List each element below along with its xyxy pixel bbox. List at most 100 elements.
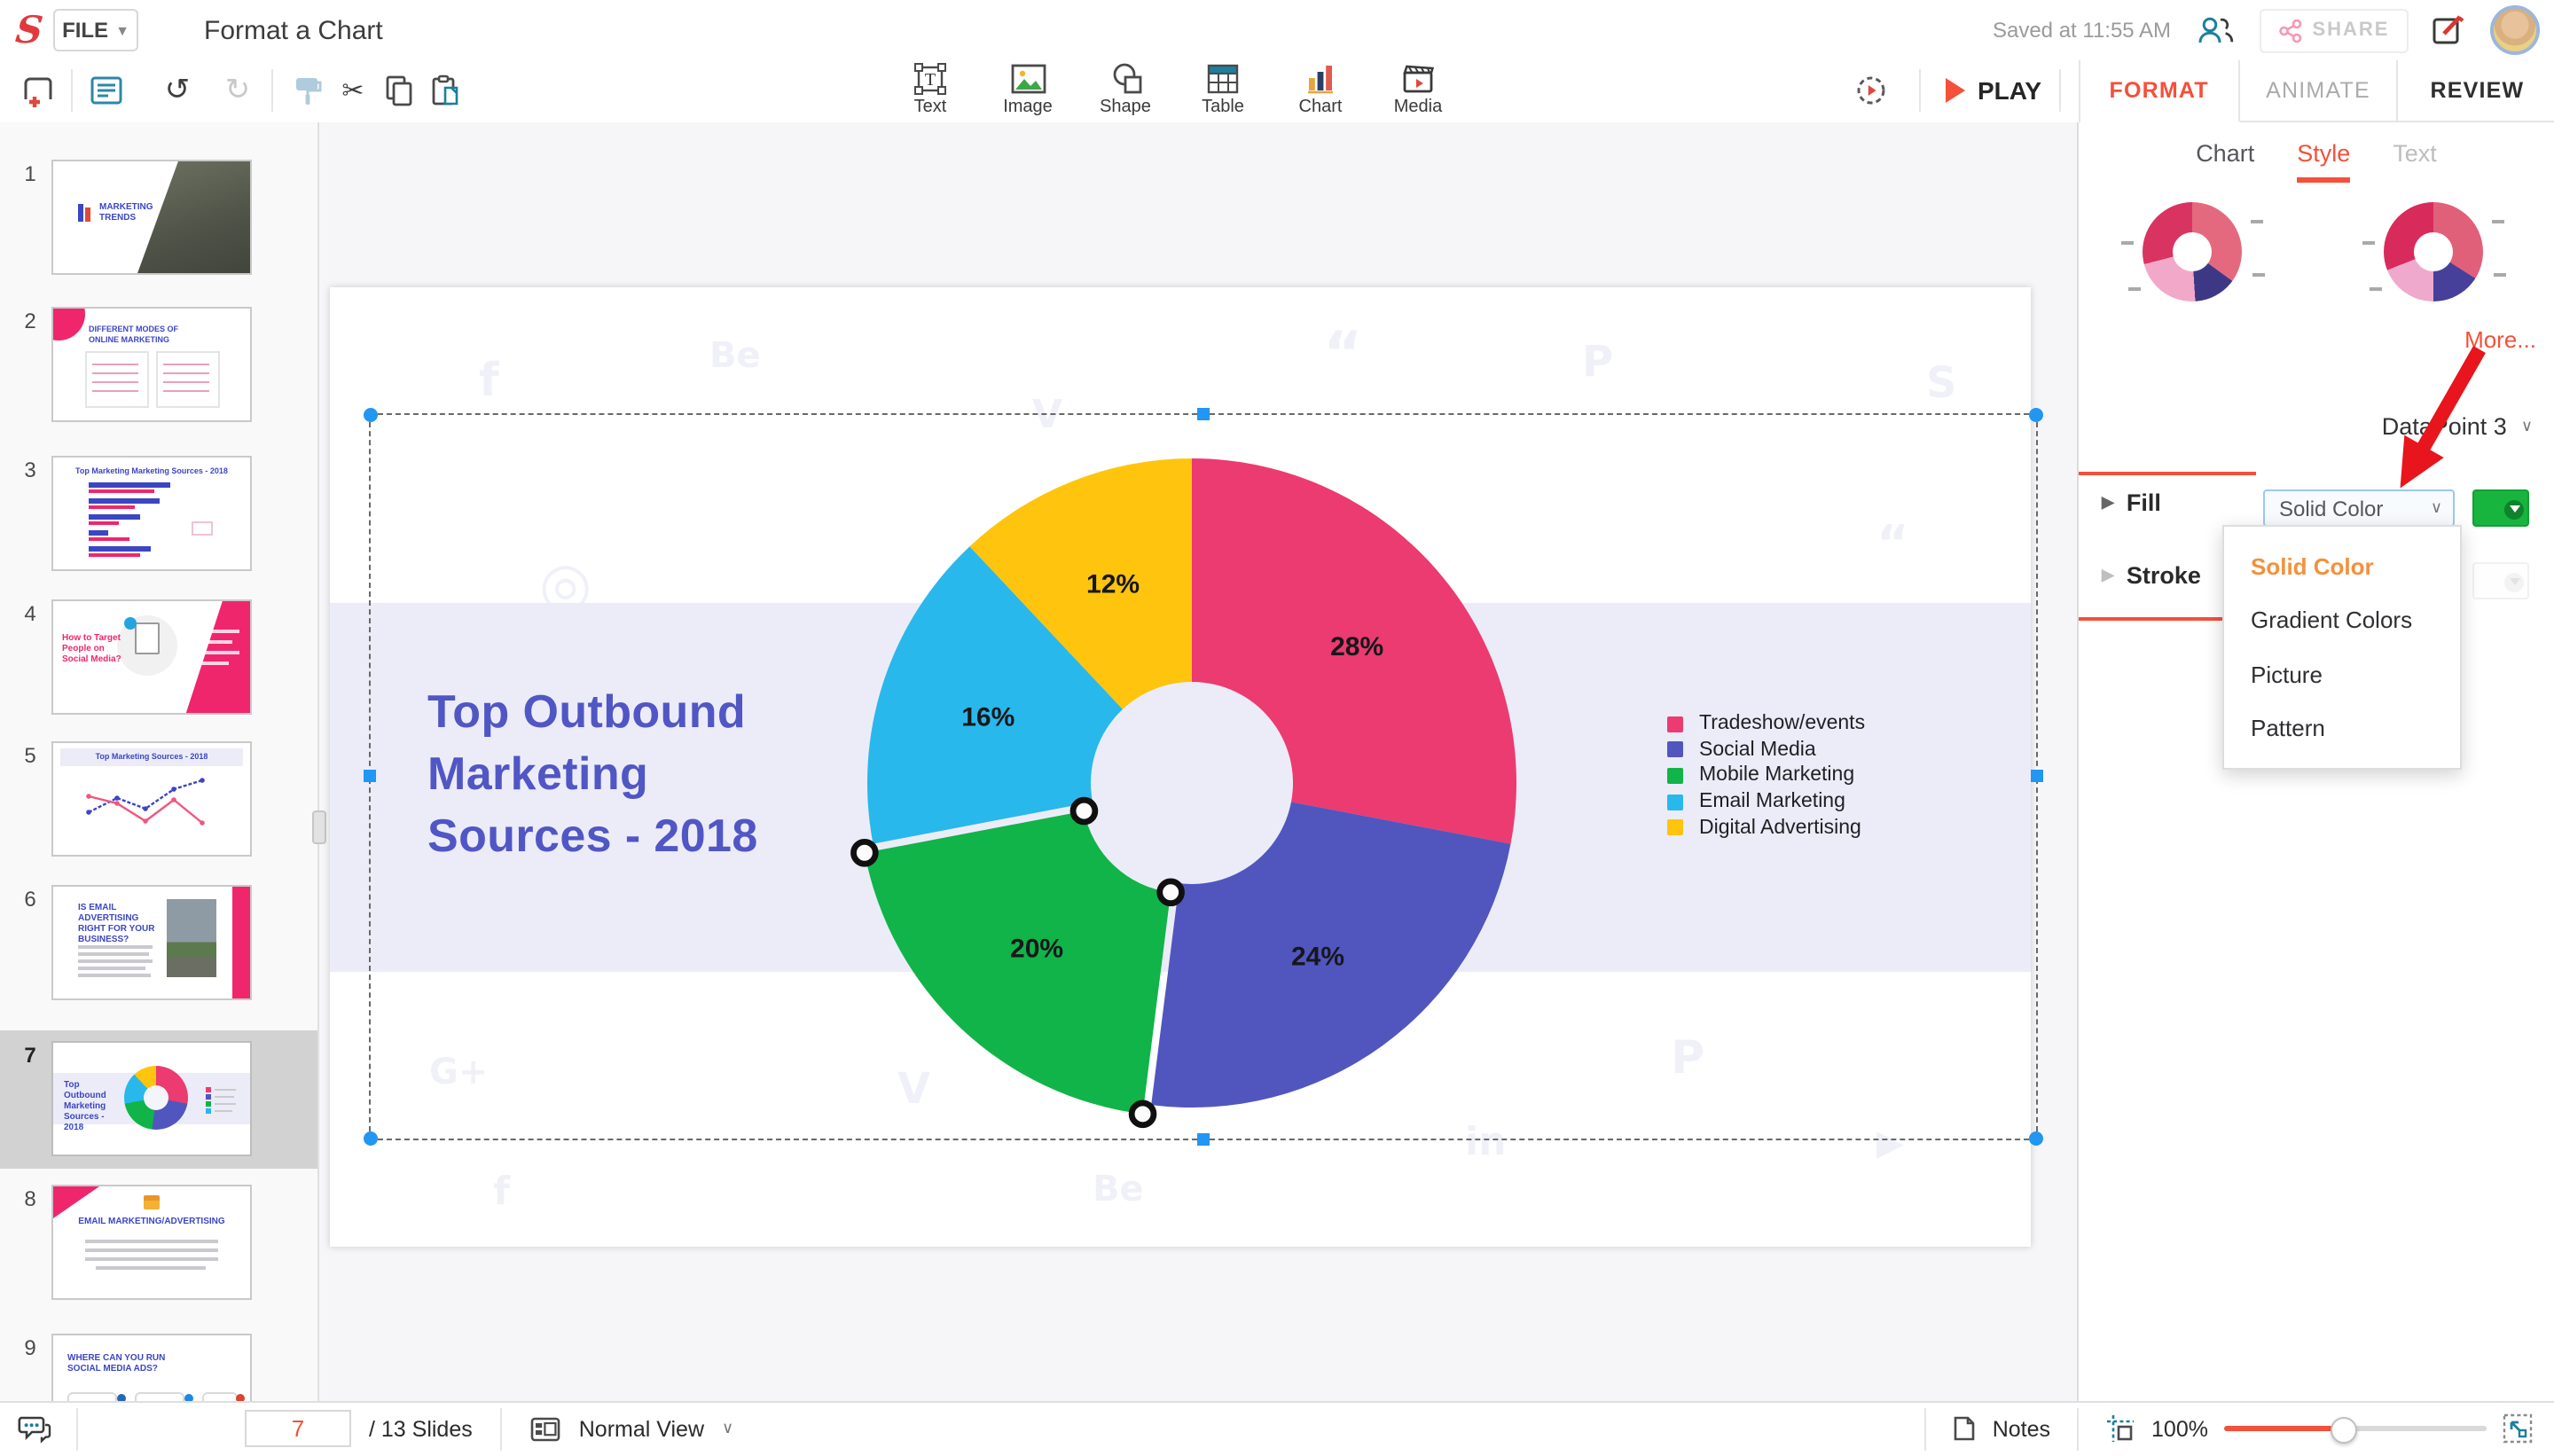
more-styles-link[interactable]: More... (2464, 326, 2536, 353)
slide-title[interactable]: Top Outbound Marketing Sources - 2018 (427, 685, 758, 862)
fill-section-header[interactable]: ▶ Fill (2102, 489, 2161, 516)
slide-thumbnail-6[interactable]: IS EMAIL ADVERTISING RIGHT FOR YOUR BUSI… (51, 885, 252, 1000)
selection-handle-sw[interactable] (364, 1131, 378, 1146)
zoom-slider-thumb[interactable] (2331, 1416, 2357, 1443)
redo-button[interactable]: ↻ (224, 73, 251, 108)
subtab-chart[interactable]: Chart (2196, 140, 2255, 167)
file-menu-button[interactable]: FILE ▼ (53, 9, 138, 51)
slide-thumbnail-9[interactable]: WHERE CAN YOU RUN SOCIAL MEDIA ADS? (51, 1334, 252, 1403)
chart-legend[interactable]: Tradeshow/events Social Media Mobile Marke… (1667, 711, 1865, 841)
selection-handle-e[interactable] (2031, 770, 2043, 782)
chevron-down-icon[interactable]: ∨ (722, 1419, 734, 1436)
insert-shape-button[interactable]: Shape (1077, 62, 1174, 121)
fill-menu-item-solid-color[interactable]: Solid Color (2251, 553, 2374, 581)
selection-handle-ne[interactable] (2029, 408, 2043, 422)
slide-thumbnail-4[interactable]: How to Target People on Social Media? (51, 599, 252, 715)
slide-thumbnail-3[interactable]: Top Marketing Marketing Sources - 2018 (51, 456, 252, 571)
fill-type-select[interactable]: Solid Color ∨ (2263, 489, 2455, 527)
slide-thumbnail-5[interactable]: Top Marketing Sources - 2018 (51, 741, 252, 857)
selection-handle-s[interactable] (1197, 1133, 1210, 1146)
insert-image-button[interactable]: Image (979, 62, 1077, 121)
format-painter-icon[interactable] (284, 67, 330, 114)
legend-item: Email Marketing (1667, 789, 1865, 815)
datapoint-handle[interactable] (1128, 1100, 1157, 1129)
donut-segment-3[interactable] (864, 810, 1171, 1115)
guides-icon[interactable] (2105, 1413, 2135, 1444)
datapoint-selector[interactable]: DataPoint 3 ∨ (2381, 413, 2533, 440)
share-icon (2278, 19, 2301, 42)
chart-style-preview-1[interactable] (2121, 202, 2265, 301)
document-title[interactable]: Format a Chart (204, 16, 383, 46)
datapoint-handle[interactable] (1069, 796, 1099, 826)
panel-resize-handle[interactable] (312, 810, 326, 844)
slide-number: 9 (24, 1335, 36, 1360)
paste-icon[interactable] (422, 67, 468, 114)
slide-thumbnail-8[interactable]: EMAIL MARKETING/ADVERTISING (51, 1185, 252, 1300)
expand-triangle-icon[interactable]: ▶ (2102, 493, 2114, 511)
panel-tabs: FORMAT ANIMATE REVIEW (2079, 60, 2554, 122)
undo-button[interactable]: ↺ (164, 73, 191, 108)
donut-segment-2[interactable] (1151, 802, 1511, 1108)
insert-table-button[interactable]: Table (1174, 62, 1272, 121)
fill-menu-item-pattern[interactable]: Pattern (2251, 714, 2325, 741)
slide-thumbnail-1[interactable]: MARKETING TRENDS (51, 160, 252, 275)
datapoint-handle[interactable] (1156, 878, 1185, 907)
donut-chart[interactable]: 28% 24% 20% 16% 12% (330, 287, 2031, 1247)
fill-menu-item-gradient-colors[interactable]: Gradient Colors (2251, 607, 2413, 634)
insert-media-button[interactable]: Media (1369, 62, 1467, 121)
color-dropdown-icon[interactable] (2504, 499, 2524, 519)
stroke-color-swatch[interactable] (2472, 562, 2529, 599)
slideshow-settings-icon[interactable] (1848, 67, 1894, 114)
insert-chart-button[interactable]: Chart (1272, 62, 1369, 121)
notes-toggle[interactable]: Notes (1992, 1416, 2051, 1441)
datapoint-handle[interactable] (850, 838, 879, 867)
play-icon (1946, 78, 1965, 103)
fit-to-window-icon[interactable] (2503, 1413, 2533, 1444)
collaborators-icon[interactable] (2194, 14, 2237, 46)
stroke-section-header[interactable]: ▶ Stroke (2102, 562, 2201, 589)
selection-handle-se[interactable] (2029, 1131, 2043, 1146)
play-button[interactable]: PLAY (1946, 76, 2041, 105)
insert-tools: T Text Image Shape (881, 62, 1467, 121)
share-label: SHARE (2312, 20, 2390, 41)
slide-thumbnail-2[interactable]: DIFFERENT MODES OF ONLINE MARKETING (51, 307, 252, 422)
slide-thumbnail-7-selected[interactable]: Top Outbound Marketing Sources - 2018 (51, 1041, 252, 1156)
view-mode-selector[interactable]: Normal View (578, 1416, 704, 1441)
thumb-title: Top Outbound Marketing Sources - 2018 (64, 1080, 106, 1133)
zoom-slider[interactable] (2224, 1416, 2487, 1443)
normal-view-icon (531, 1416, 561, 1441)
tab-format[interactable]: FORMAT (2080, 60, 2240, 122)
expand-triangle-icon[interactable]: ▶ (2102, 566, 2114, 583)
slide-number: 1 (24, 161, 36, 186)
comments-icon[interactable] (18, 1413, 51, 1444)
chart-style-preview-2[interactable] (2362, 202, 2506, 301)
change-layout-button[interactable] (83, 67, 129, 114)
insert-text-button[interactable]: T Text (881, 62, 979, 121)
share-button[interactable]: SHARE (2260, 8, 2409, 52)
edit-broadcast-icon[interactable] (2432, 12, 2467, 48)
subtab-text[interactable]: Text (2393, 140, 2437, 167)
selection-handle-n[interactable] (1197, 408, 1210, 420)
cut-icon[interactable]: ✂ (341, 74, 364, 106)
tab-review[interactable]: REVIEW (2398, 60, 2554, 122)
top-bar: S FILE ▼ Format a Chart Saved at 11:55 A… (0, 0, 2554, 60)
copy-icon[interactable] (376, 67, 422, 114)
subtab-style[interactable]: Style (2297, 140, 2351, 183)
user-avatar[interactable] (2490, 5, 2540, 55)
current-slide-input[interactable]: 7 (245, 1410, 351, 1447)
thumb-title: EMAIL MARKETING/ADVERTISING (78, 1217, 225, 1227)
donut-segment-4[interactable] (866, 546, 1123, 844)
saved-status: Saved at 11:55 AM (1992, 18, 2171, 43)
selection-handle-nw[interactable] (364, 408, 378, 422)
donut-segment-5[interactable] (969, 458, 1192, 709)
tab-animate[interactable]: ANIMATE (2239, 60, 2399, 122)
fill-color-swatch[interactable] (2472, 489, 2529, 527)
fill-menu-item-picture[interactable]: Picture (2251, 661, 2323, 688)
new-slide-button[interactable] (14, 67, 60, 114)
chart-selection-box[interactable] (364, 408, 2043, 1146)
thumb-title: MARKETING TRENDS (99, 202, 153, 223)
selection-handle-w[interactable] (364, 770, 376, 782)
donut-segment-1[interactable] (1192, 458, 1516, 844)
segment-label: 20% (1010, 934, 1063, 963)
